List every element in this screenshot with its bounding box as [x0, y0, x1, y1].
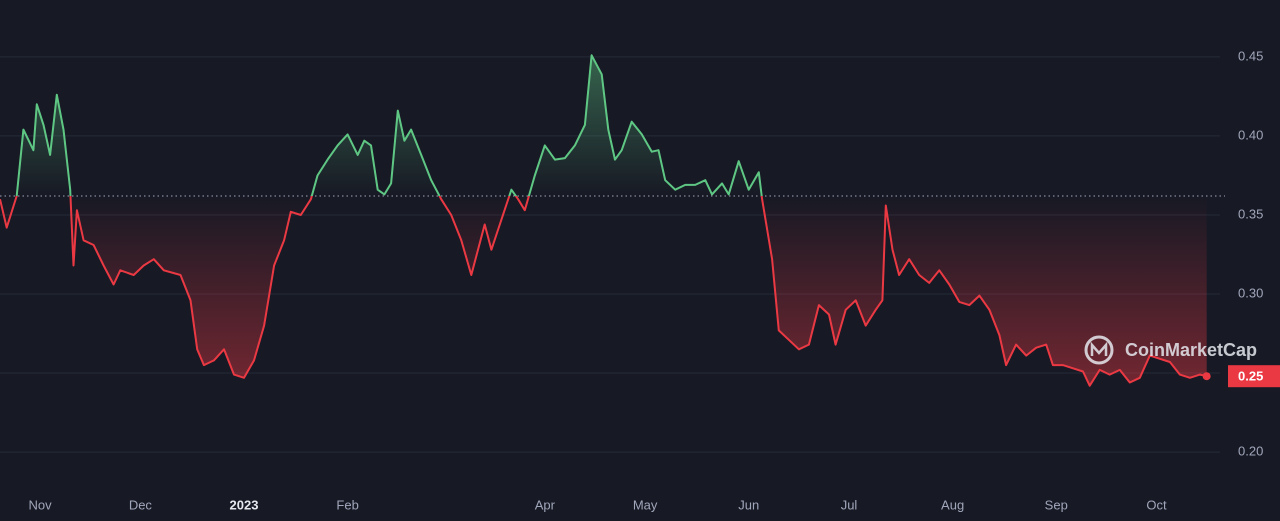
y-tick-label: 0.40	[1238, 127, 1263, 142]
watermark-logo-mark	[1090, 341, 1108, 356]
x-tick-label: May	[633, 497, 658, 512]
x-tick-label: Apr	[535, 497, 556, 512]
x-tick-label: 2023	[230, 497, 259, 512]
x-tick-label: Jul	[841, 497, 858, 512]
y-tick-label: 0.45	[1238, 48, 1263, 63]
x-tick-label: Dec	[129, 497, 153, 512]
y-tick-label: 0.20	[1238, 444, 1263, 459]
y-tick-label: 0.35	[1238, 206, 1263, 221]
watermark-logo	[1084, 335, 1114, 365]
x-tick-label: Jun	[738, 497, 759, 512]
x-tick-label: Aug	[941, 497, 964, 512]
x-tick-label: Oct	[1146, 497, 1167, 512]
watermark-text: CoinMarketCap	[1125, 340, 1257, 360]
x-tick-label: Nov	[29, 497, 53, 512]
x-tick-label: Feb	[336, 497, 358, 512]
x-tick-label: Sep	[1045, 497, 1068, 512]
last-price-label: 0.25	[1238, 369, 1263, 384]
price-line	[0, 54, 1207, 387]
y-tick-label: 0.30	[1238, 285, 1263, 300]
last-price-box	[1228, 365, 1280, 388]
last-price-dot	[1202, 372, 1211, 381]
watermark: CoinMarketCap	[1084, 335, 1257, 365]
